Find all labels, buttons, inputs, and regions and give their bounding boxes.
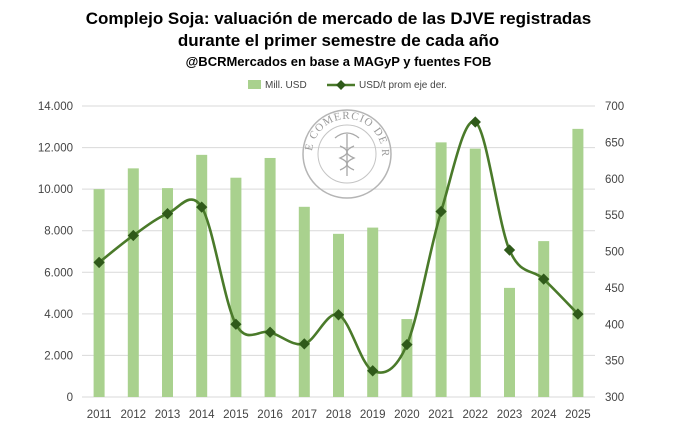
line-point [367, 365, 379, 377]
x-tick-label: 2014 [189, 409, 215, 421]
left-axis-ticks: 0 2.000 4.000 6.000 8.000 10.000 12.000 14.000 [38, 101, 73, 404]
bar [230, 177, 242, 397]
right-tick-label: 350 [605, 356, 624, 368]
line-point [127, 229, 139, 242]
line-point [401, 338, 413, 351]
line-point [503, 244, 516, 256]
bar [401, 319, 413, 397]
line-point [332, 309, 345, 321]
chart-title-line2: durante el primer semestre de cada año [177, 31, 500, 50]
line-point [538, 273, 550, 285]
legend-swatch-marker [336, 80, 346, 90]
x-tick-label: 2012 [121, 409, 147, 421]
bar [196, 154, 208, 397]
x-tick-label: 2019 [360, 409, 386, 421]
bar [264, 157, 276, 397]
bar-series [93, 128, 584, 397]
x-tick-label: 2023 [497, 409, 523, 421]
x-tick-label: 2025 [565, 409, 591, 421]
x-tick-label: 2013 [155, 409, 181, 421]
x-tick-label: 2024 [531, 409, 557, 421]
right-tick-label: 450 [605, 283, 624, 295]
legend: Mill. USD USD/t prom eje der. [248, 80, 447, 91]
right-tick-label: 400 [605, 319, 624, 331]
chart-subtitle: @BCRMercados en base a MAGyP y fuentes F… [185, 54, 492, 69]
x-tick-label: 2016 [257, 409, 283, 421]
x-tick-label: 2011 [87, 409, 112, 421]
right-tick-label: 600 [605, 174, 624, 186]
x-tick-label: 2022 [463, 409, 489, 421]
caduceus-icon [334, 132, 360, 176]
line-point [264, 326, 276, 338]
legend-label-line: USD/t prom eje der. [359, 80, 447, 91]
bar [127, 168, 139, 397]
seal-inner-ring [317, 124, 377, 184]
bar [538, 241, 550, 397]
bar [572, 128, 584, 397]
left-tick-label: 2.000 [44, 350, 73, 362]
bar [367, 227, 379, 397]
right-tick-label: 300 [605, 392, 624, 404]
x-tick-label: 2020 [394, 409, 420, 421]
right-tick-label: 500 [605, 247, 624, 259]
legend-label-bar: Mill. USD [265, 80, 307, 91]
line-point [230, 318, 242, 330]
right-tick-label: 700 [605, 101, 624, 113]
left-tick-label: 14.000 [38, 101, 73, 113]
left-tick-label: 6.000 [44, 267, 73, 279]
line-point [572, 308, 584, 320]
x-axis-ticks: 2011 2012 2013 2014 2015 2016 2017 2018 2019 2020… [87, 409, 591, 421]
watermark-seal: BOLSA DE COMERCIO DE ROSARIO [0, 0, 392, 199]
left-tick-label: 8.000 [44, 226, 73, 238]
seal-outer-ring [302, 109, 392, 199]
bar [162, 188, 173, 397]
line-point [161, 208, 174, 220]
legend-swatch-bar [248, 80, 261, 89]
bar [504, 287, 515, 397]
x-tick-label: 2017 [292, 409, 318, 421]
line-point [298, 338, 310, 350]
bar [298, 206, 310, 397]
line-point [196, 201, 208, 213]
bar [435, 142, 447, 397]
left-tick-label: 10.000 [38, 184, 73, 196]
right-tick-label: 650 [605, 137, 624, 149]
chart-title-line1: Complejo Soja: valuación de mercado de l… [85, 9, 592, 28]
x-tick-label: 2021 [428, 409, 454, 421]
line-path [98, 120, 579, 374]
line-point [435, 205, 447, 218]
right-tick-label: 550 [605, 210, 624, 222]
right-axis-ticks: 300 350 400 450 500 550 600 650 700 [605, 101, 624, 404]
left-tick-label: 12.000 [38, 143, 73, 155]
left-tick-label: 4.000 [44, 309, 73, 321]
bar [93, 189, 105, 397]
x-tick-label: 2018 [326, 409, 352, 421]
left-tick-label: 0 [67, 392, 73, 404]
bar [469, 148, 481, 397]
x-tick-label: 2015 [223, 409, 249, 421]
seal-text: BOLSA DE COMERCIO DE ROSARIO [0, 0, 391, 157]
